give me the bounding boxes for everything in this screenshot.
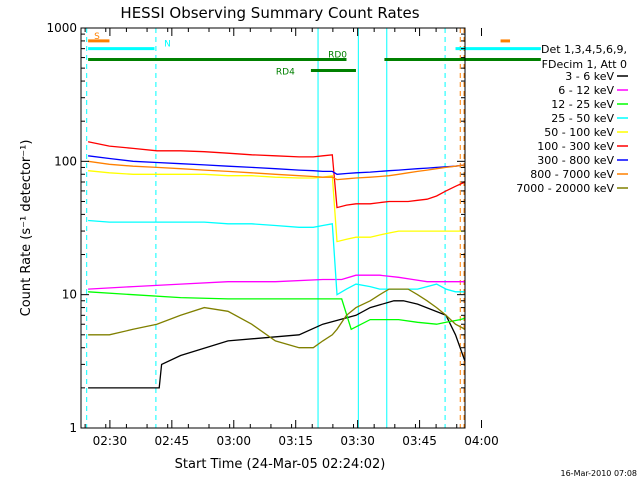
legend-label: 3 - 6 keV bbox=[565, 70, 614, 83]
y-tick-label: 1000 bbox=[46, 21, 77, 35]
legend-label: 800 - 7000 keV bbox=[530, 168, 614, 181]
series-line-5 bbox=[87, 141, 465, 209]
chart-title: HESSI Observing Summary Count Rates bbox=[120, 4, 419, 22]
x-tick-label: 04:00 bbox=[464, 434, 499, 448]
legend-header: FDecim 1, Att 0 bbox=[542, 58, 627, 71]
legend-label: 6 - 12 keV bbox=[558, 84, 614, 97]
legend-label: 300 - 800 keV bbox=[537, 154, 614, 167]
y-tick-label: 10 bbox=[62, 288, 77, 302]
x-tick-label: 03:45 bbox=[402, 434, 437, 448]
state-bar-label: RD4 bbox=[276, 68, 295, 78]
x-tick-label: 03:15 bbox=[278, 434, 313, 448]
x-tick-label: 03:00 bbox=[216, 434, 251, 448]
markers-layer bbox=[86, 28, 465, 428]
series-layer bbox=[87, 141, 465, 389]
legend-label: 7000 - 20000 keV bbox=[516, 182, 614, 195]
legend-label: 100 - 300 keV bbox=[537, 140, 614, 153]
x-tick-label: 03:30 bbox=[340, 434, 375, 448]
footer-timestamp: 16-Mar-2010 07:08 bbox=[561, 469, 638, 478]
x-axis-label: Start Time (24-Mar-05 02:24:02) bbox=[175, 457, 386, 472]
y-axis-label: Count Rate (s⁻¹ detector⁻¹) bbox=[19, 140, 34, 317]
series-line-1 bbox=[88, 274, 465, 290]
legend-header: Det 1,3,4,5,6,9, bbox=[541, 43, 627, 56]
state-bar-label: S bbox=[94, 32, 100, 42]
x-tick-label: 02:30 bbox=[93, 434, 128, 448]
series-line-8 bbox=[88, 288, 465, 349]
series-line-0 bbox=[88, 300, 465, 389]
series-line-2 bbox=[88, 291, 465, 331]
series-line-6 bbox=[88, 155, 465, 175]
state-bar-label: N bbox=[164, 40, 171, 50]
plot-frame bbox=[80, 27, 466, 429]
legend-label: 50 - 100 keV bbox=[544, 126, 614, 139]
series-line-7 bbox=[88, 160, 465, 181]
state-bars-layer: S N RD0 RD4 bbox=[88, 32, 541, 78]
y-tick-label: 1 bbox=[69, 421, 77, 435]
x-tick-label: 02:45 bbox=[155, 434, 190, 448]
legend-label: 25 - 50 keV bbox=[551, 112, 614, 125]
legend-label: 12 - 25 keV bbox=[551, 98, 614, 111]
legend: Det 1,3,4,5,6,9, FDecim 1, Att 03 - 6 keV… bbox=[516, 43, 628, 195]
series-line-4 bbox=[88, 170, 465, 243]
y-axis: 1 10 100 1000 bbox=[46, 21, 465, 435]
x-axis: 02:30 02:45 03:00 03:15 03:30 03:45 04:00 bbox=[84, 28, 499, 448]
y-tick-label: 100 bbox=[54, 154, 77, 168]
state-bar-label: RD0 bbox=[328, 51, 347, 61]
